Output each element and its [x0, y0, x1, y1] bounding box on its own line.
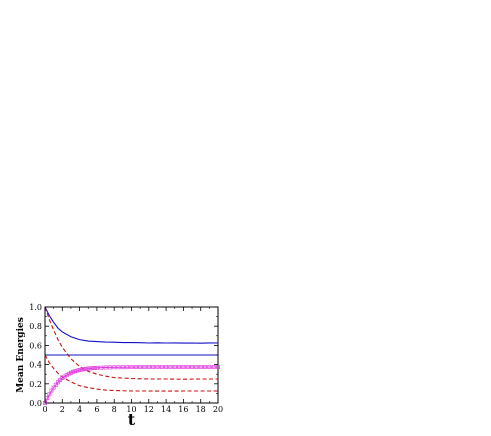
y-tick-label: 0.0: [29, 399, 42, 408]
y-tick-label: 0.6: [29, 341, 42, 350]
data-point: [53, 382, 58, 387]
series-2-line: [44, 306, 218, 380]
x-tick-label: 18: [196, 405, 206, 414]
x-tick-label: 20: [213, 405, 223, 414]
y-tick-label: 0.4: [29, 361, 42, 370]
data-point: [56, 380, 60, 385]
data-point: [47, 392, 52, 397]
x-tick-label: 16: [178, 405, 188, 414]
x-tick-label: 8: [112, 405, 117, 414]
series-5-line: [44, 366, 218, 404]
x-tick-label: 14: [161, 405, 171, 414]
series-3-line: [44, 354, 218, 392]
y-axis-title: Mean Energies: [16, 317, 26, 393]
data-point: [49, 388, 54, 393]
y-tick-label: 0.2: [29, 380, 42, 389]
x-tick-label: 2: [60, 405, 65, 414]
data-point: [51, 385, 56, 390]
x-tick-label: 10: [126, 405, 136, 414]
x-tick-label: 4: [77, 405, 82, 414]
tick-layer: 0 2 4 6 8 10 12 14 16 18 20 0.0 0.2 0.4 0.6 0.8 1.0: [29, 303, 223, 414]
series-layer: [43, 306, 220, 405]
x-axis-title: t: [128, 410, 136, 429]
y-tick-label: 0.8: [29, 322, 42, 331]
x-tick-label: 6: [94, 405, 99, 414]
y-tick-label: 1.0: [29, 303, 42, 312]
x-tick-label: 12: [144, 405, 154, 414]
x-tick-label: 0: [42, 405, 47, 414]
series-4-markers: [43, 365, 220, 405]
series-0-line: [44, 306, 219, 344]
